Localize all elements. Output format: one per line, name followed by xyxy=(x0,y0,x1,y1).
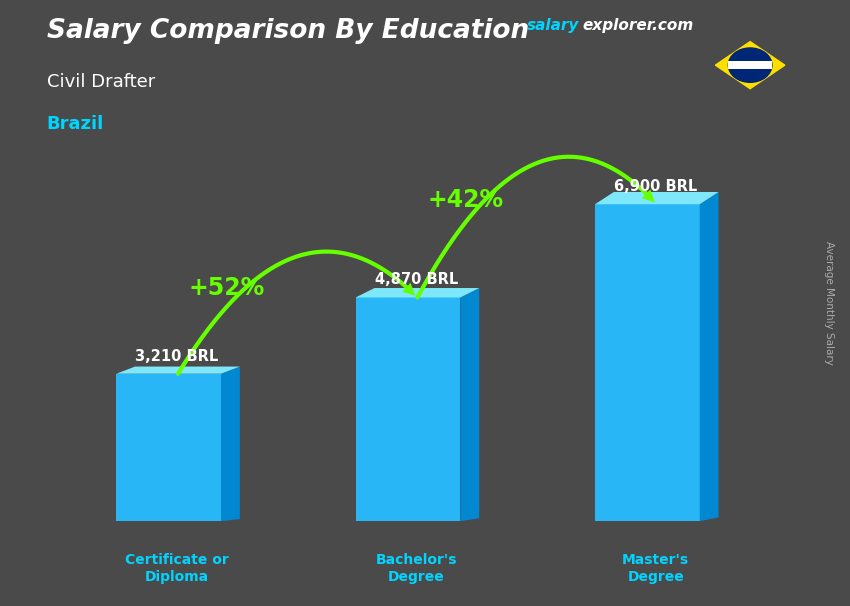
Text: Civil Drafter: Civil Drafter xyxy=(47,73,155,91)
Circle shape xyxy=(728,48,772,82)
Polygon shape xyxy=(221,367,240,521)
FancyBboxPatch shape xyxy=(116,374,221,521)
Polygon shape xyxy=(700,192,718,521)
FancyBboxPatch shape xyxy=(355,298,461,521)
Text: 3,210 BRL: 3,210 BRL xyxy=(135,348,218,364)
FancyBboxPatch shape xyxy=(595,204,700,521)
Text: 6,900 BRL: 6,900 BRL xyxy=(614,179,697,194)
Text: explorer.com: explorer.com xyxy=(582,18,694,33)
Text: Average Monthly Salary: Average Monthly Salary xyxy=(824,241,834,365)
Text: +52%: +52% xyxy=(188,276,264,301)
Text: salary: salary xyxy=(527,18,580,33)
Polygon shape xyxy=(595,192,718,204)
Text: Master's
Degree: Master's Degree xyxy=(622,553,689,584)
FancyBboxPatch shape xyxy=(728,61,772,69)
Text: Brazil: Brazil xyxy=(47,115,104,133)
Text: +42%: +42% xyxy=(428,188,504,213)
Polygon shape xyxy=(116,367,240,374)
Polygon shape xyxy=(716,42,785,88)
Text: Salary Comparison By Education: Salary Comparison By Education xyxy=(47,18,529,44)
Text: Bachelor's
Degree: Bachelor's Degree xyxy=(376,553,457,584)
Text: Certificate or
Diploma: Certificate or Diploma xyxy=(125,553,229,584)
Polygon shape xyxy=(461,288,479,521)
Polygon shape xyxy=(355,288,479,298)
Text: 4,870 BRL: 4,870 BRL xyxy=(375,272,458,287)
